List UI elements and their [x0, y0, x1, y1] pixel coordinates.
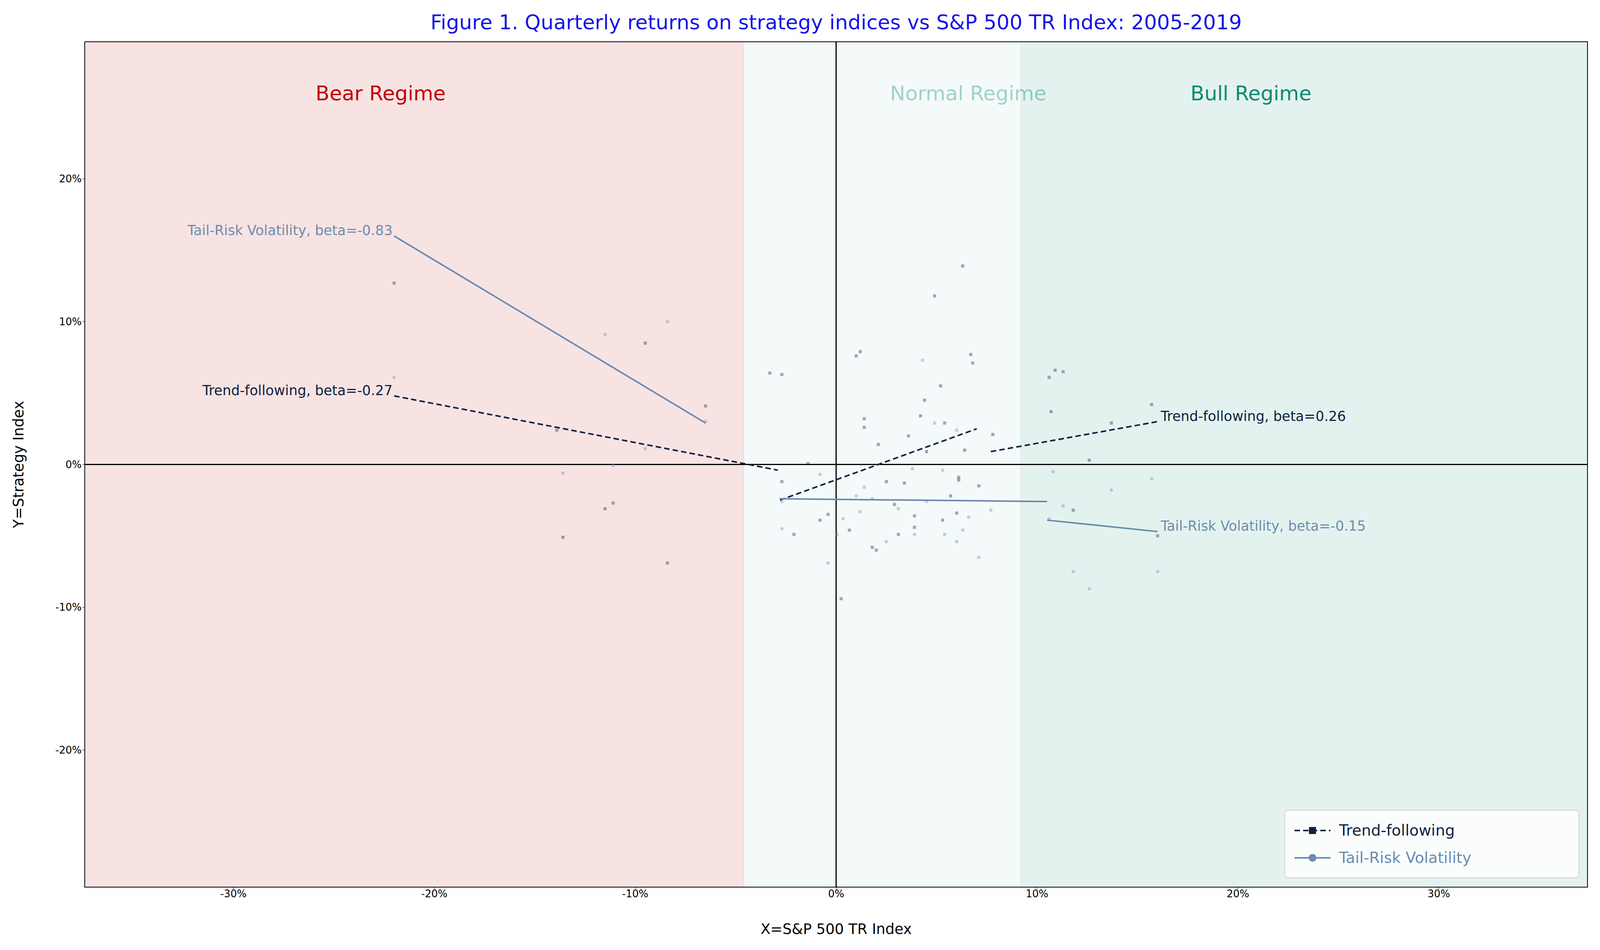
svg-text:10%: 10%	[1025, 888, 1049, 900]
svg-text:Bear Regime: Bear Regime	[315, 81, 446, 106]
svg-text:0%: 0%	[828, 888, 845, 900]
svg-text:0%: 0%	[65, 458, 82, 471]
svg-text:Tail-Risk Volatility, beta=-0.: Tail-Risk Volatility, beta=-0.15	[1160, 518, 1366, 534]
svg-text:Normal Regime: Normal Regime	[890, 81, 1047, 106]
svg-text:-20%: -20%	[421, 888, 448, 900]
svg-text:10%: 10%	[58, 316, 82, 328]
html-text:Tail-Risk Volatility: Tail-Risk Volatility	[1339, 849, 1472, 867]
svg-text:Trend-following, beta=0.26: Trend-following, beta=0.26	[1160, 408, 1346, 425]
svg-text:X=S&P 500 TR Index: X=S&P 500 TR Index	[760, 921, 912, 938]
svg-text:-10%: -10%	[55, 601, 82, 614]
svg-text:30%: 30%	[1427, 888, 1451, 900]
html-text:Figure 1. Quarterly returns on: Figure 1. Quarterly returns on strategy …	[430, 10, 1242, 34]
svg-text:Y=Strategy Index: Y=Strategy Index	[10, 401, 27, 529]
svg-text:Trend-following, beta=-0.27: Trend-following, beta=-0.27	[201, 382, 393, 399]
svg-text:-20%: -20%	[55, 744, 82, 757]
svg-text:-30%: -30%	[220, 888, 247, 900]
svg-text:20%: 20%	[58, 173, 82, 185]
html-text:Trend-following: Trend-following	[1339, 821, 1455, 840]
svg-text:Bull Regime: Bull Regime	[1190, 81, 1312, 106]
svg-text:Tail-Risk Volatility, beta=-0.: Tail-Risk Volatility, beta=-0.83	[187, 222, 393, 239]
svg-text:-10%: -10%	[622, 888, 649, 900]
svg-text:20%: 20%	[1226, 888, 1250, 900]
